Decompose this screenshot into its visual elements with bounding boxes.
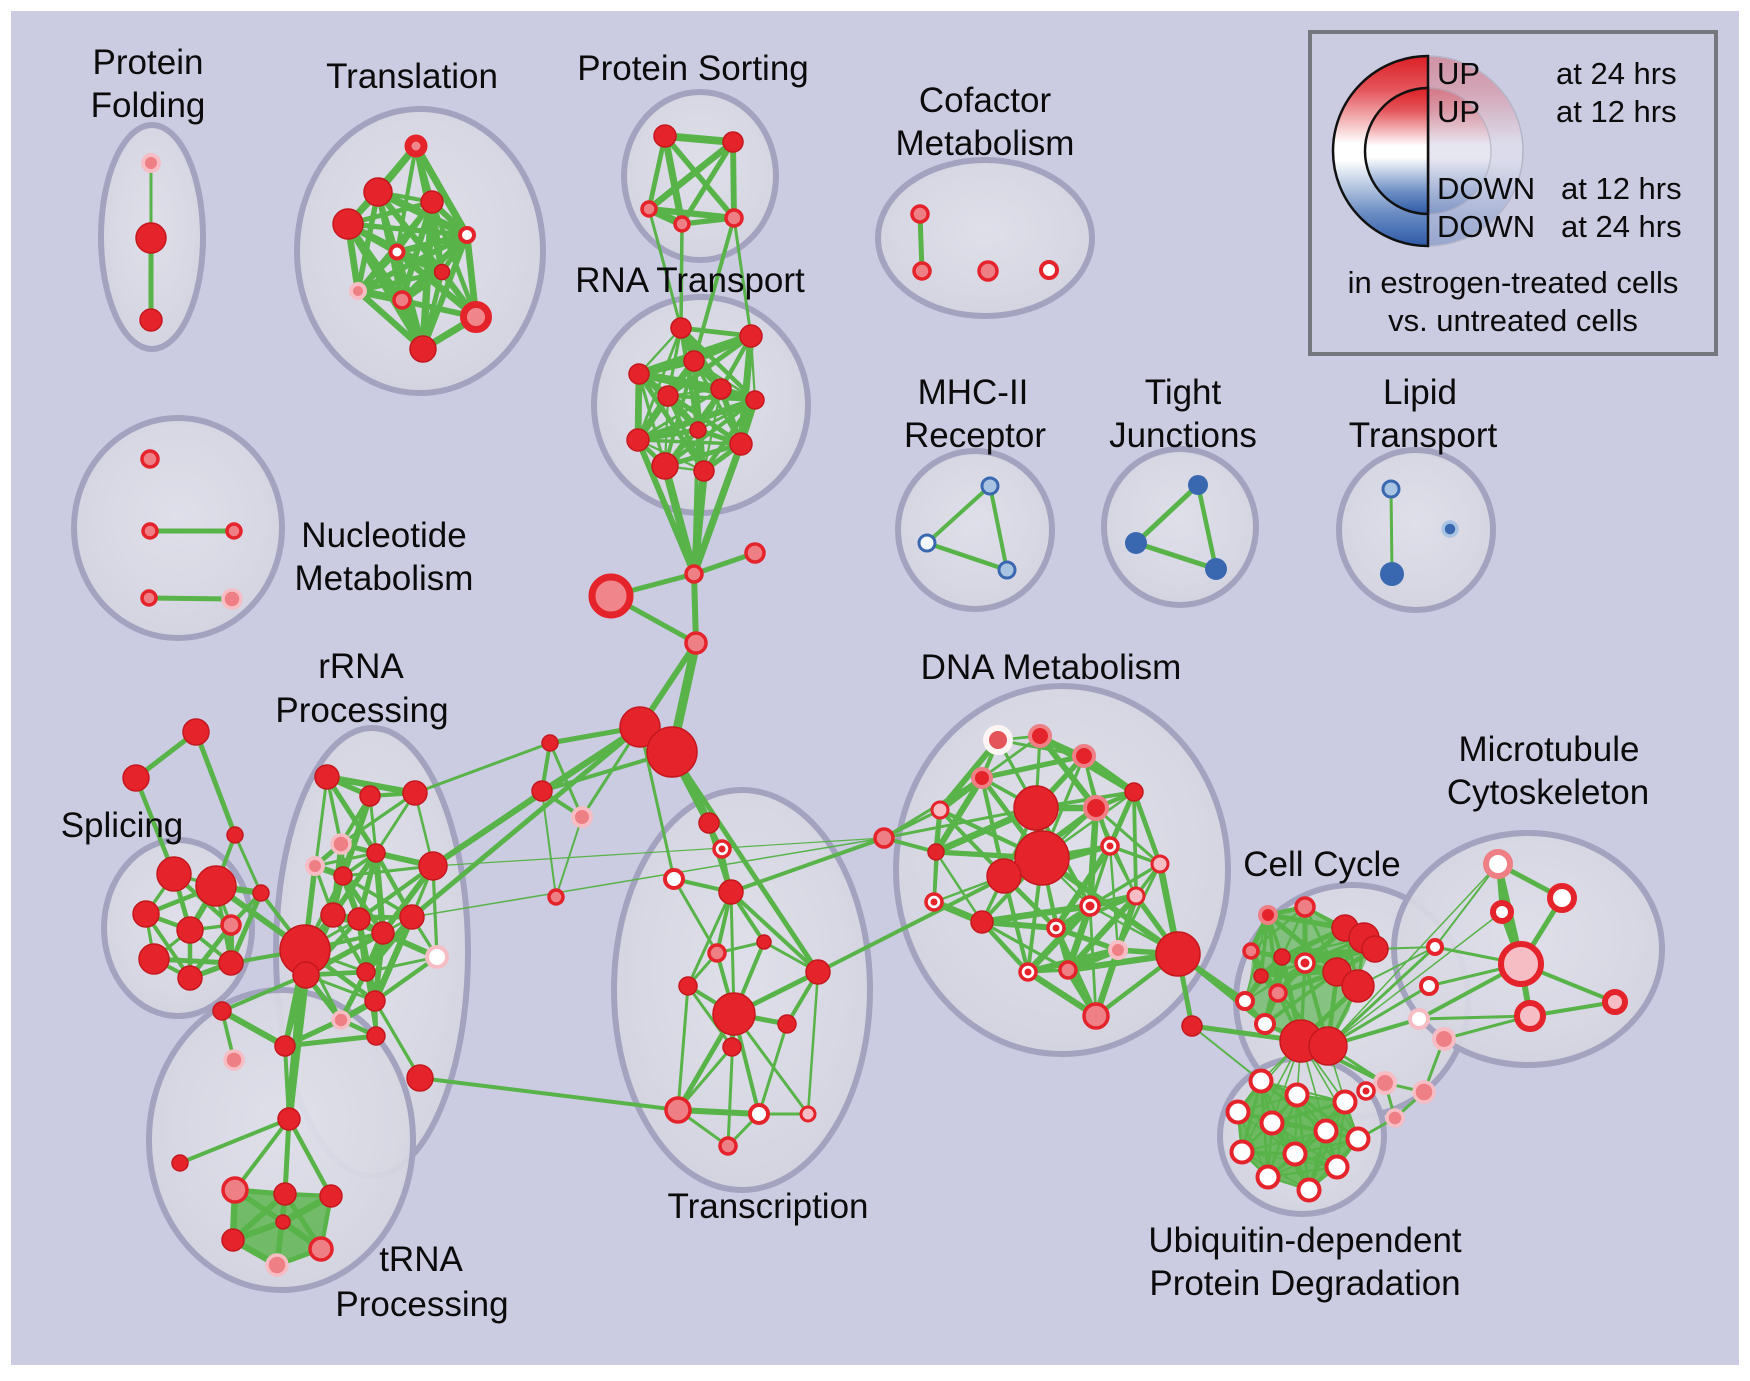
svg-text:Folding: Folding (91, 86, 206, 125)
svg-text:Metabolism: Metabolism (295, 559, 474, 598)
svg-text:UP: UP (1437, 94, 1480, 129)
svg-text:Processing: Processing (335, 1285, 508, 1324)
svg-text:Processing: Processing (275, 691, 448, 730)
svg-text:Splicing: Splicing (61, 806, 184, 845)
svg-text:Receptor: Receptor (904, 416, 1046, 455)
svg-text:tRNA: tRNA (379, 1240, 463, 1279)
svg-text:Protein Degradation: Protein Degradation (1149, 1264, 1460, 1303)
svg-text:UP: UP (1437, 56, 1480, 91)
svg-text:DNA Metabolism: DNA Metabolism (921, 648, 1182, 687)
svg-text:Translation: Translation (326, 57, 498, 96)
svg-text:Lipid: Lipid (1383, 373, 1457, 412)
svg-text:RNA Transport: RNA Transport (575, 261, 805, 300)
svg-text:at 24 hrs: at 24 hrs (1556, 56, 1677, 91)
svg-text:Protein Sorting: Protein Sorting (577, 49, 809, 88)
svg-text:MHC-II: MHC-II (918, 373, 1029, 412)
svg-text:Metabolism: Metabolism (896, 124, 1075, 163)
svg-text:at 12 hrs: at 12 hrs (1561, 171, 1682, 206)
svg-text:Microtubule: Microtubule (1459, 730, 1640, 769)
svg-text:Nucleotide: Nucleotide (301, 516, 466, 555)
svg-text:at 24 hrs: at 24 hrs (1561, 209, 1682, 244)
svg-text:Ubiquitin-dependent: Ubiquitin-dependent (1148, 1221, 1462, 1260)
svg-text:Cell Cycle: Cell Cycle (1243, 845, 1401, 884)
svg-text:Tight: Tight (1145, 373, 1222, 412)
svg-text:Cofactor: Cofactor (919, 81, 1052, 120)
svg-text:at 12 hrs: at 12 hrs (1556, 94, 1677, 129)
svg-text:rRNA: rRNA (318, 647, 404, 686)
svg-text:Transport: Transport (1349, 416, 1498, 455)
svg-text:Cytoskeleton: Cytoskeleton (1447, 773, 1649, 812)
svg-text:DOWN: DOWN (1437, 209, 1535, 244)
svg-text:Transcription: Transcription (668, 1187, 869, 1226)
svg-text:Junctions: Junctions (1109, 416, 1257, 455)
svg-text:DOWN: DOWN (1437, 171, 1535, 206)
svg-text:vs. untreated cells: vs. untreated cells (1388, 303, 1638, 338)
svg-text:in estrogen-treated cells: in estrogen-treated cells (1348, 265, 1679, 300)
svg-text:Protein: Protein (93, 43, 204, 82)
